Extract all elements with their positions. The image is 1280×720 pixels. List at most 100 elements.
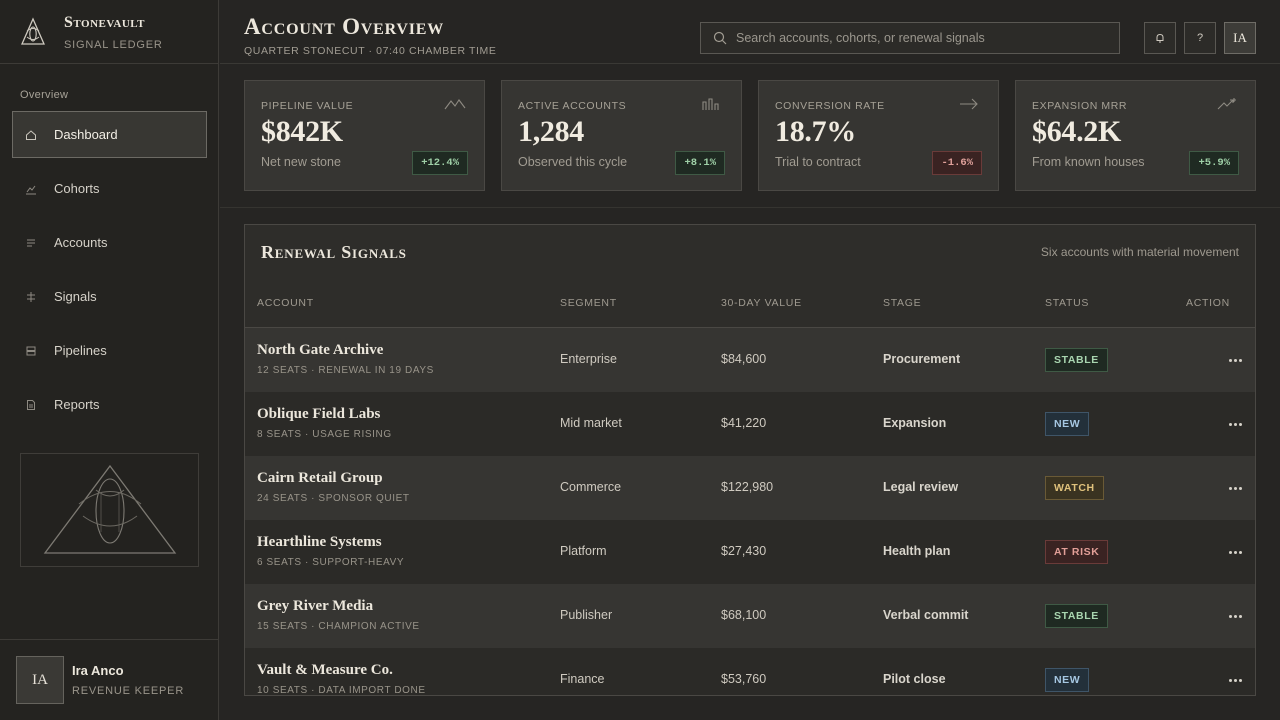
brand-subtitle: SIGNAL LEDGER: [64, 39, 163, 51]
status-badge: STABLE: [1045, 348, 1108, 372]
value-cell: $53,760: [721, 672, 767, 686]
growth-icon: [1217, 98, 1236, 110]
kpi-card-pipeline-value[interactable]: PIPELINE VALUE $842K Net new stone +12.4…: [244, 80, 485, 191]
user-name: Ira Anco: [72, 663, 124, 678]
brand-name: Stonevault: [64, 14, 145, 31]
account-meta: 10 SEATS · DATA IMPORT DONE: [257, 685, 426, 696]
account-name[interactable]: Oblique Field Labs: [257, 406, 381, 422]
account-meta: 8 SEATS · USAGE RISING: [257, 429, 392, 440]
value-cell: $84,600: [721, 352, 767, 366]
stage-cell: Procurement: [883, 352, 961, 366]
sidebar-item-label: Reports: [54, 397, 100, 412]
table-row[interactable]: Grey River Media 15 SEATS · CHAMPION ACT…: [245, 584, 1255, 648]
sidebar-item-accounts[interactable]: Accounts: [12, 219, 207, 266]
nav-section-label: Overview: [20, 89, 69, 101]
table-row[interactable]: Cairn Retail Group 24 SEATS · SPONSOR QU…: [245, 456, 1255, 520]
account-name[interactable]: Vault & Measure Co.: [257, 662, 393, 678]
column-header-value[interactable]: 30-DAY VALUE: [721, 297, 802, 309]
document-icon: [25, 399, 37, 411]
more-actions-button[interactable]: [1227, 672, 1243, 688]
account-name[interactable]: North Gate Archive: [257, 342, 384, 358]
stage-cell: Verbal commit: [883, 608, 969, 622]
brand: Stonevault SIGNAL LEDGER: [0, 0, 218, 64]
more-actions-button[interactable]: [1227, 608, 1243, 624]
column-header-account[interactable]: ACCOUNT: [257, 297, 314, 309]
segment-cell: Commerce: [560, 480, 622, 494]
status-badge: NEW: [1045, 668, 1090, 692]
status-badge: WATCH: [1045, 476, 1104, 500]
table-row[interactable]: North Gate Archive 12 SEATS · RENEWAL IN…: [245, 328, 1255, 392]
renewal-signals-panel: Renewal Signals Six accounts with materi…: [244, 224, 1256, 696]
more-actions-button[interactable]: [1227, 544, 1243, 560]
account-name[interactable]: Hearthline Systems: [257, 534, 382, 550]
sidebar-item-label: Cohorts: [54, 181, 100, 196]
stage-cell: Expansion: [883, 416, 947, 430]
help-button[interactable]: ?: [1184, 22, 1216, 54]
stage-cell: Pilot close: [883, 672, 946, 686]
kpi-label: ACTIVE ACCOUNTS: [518, 100, 627, 112]
segment-cell: Finance: [560, 672, 605, 686]
kpi-card-active-accounts[interactable]: ACTIVE ACCOUNTS 1,284 Observed this cycl…: [501, 80, 742, 191]
list-icon: [25, 237, 37, 249]
search-input[interactable]: [736, 31, 1106, 45]
search-icon: [713, 31, 727, 45]
user-role: REVENUE KEEPER: [72, 685, 185, 697]
table-row[interactable]: Hearthline Systems 6 SEATS · SUPPORT-HEA…: [245, 520, 1255, 584]
account-name[interactable]: Cairn Retail Group: [257, 470, 383, 486]
header-avatar-button[interactable]: IA: [1224, 22, 1256, 54]
account-meta: 24 SEATS · SPONSOR QUIET: [257, 493, 410, 504]
stage-cell: Legal review: [883, 480, 959, 494]
status-badge: NEW: [1045, 412, 1090, 436]
trend-icon: [25, 183, 37, 195]
header: Account Overview QUARTER STONECUT · 07:4…: [220, 0, 1280, 64]
sidebar-item-cohorts[interactable]: Cohorts: [12, 165, 207, 212]
search-box[interactable]: [700, 22, 1120, 54]
account-name[interactable]: Grey River Media: [257, 598, 374, 614]
value-cell: $27,430: [721, 544, 767, 558]
column-header-stage[interactable]: STAGE: [883, 297, 922, 309]
kpi-delta-badge: -1.6%: [932, 151, 982, 175]
kpi-value: 1,284: [518, 115, 585, 148]
kpi-cards: PIPELINE VALUE $842K Net new stone +12.4…: [244, 80, 1256, 191]
help-icon: ?: [1196, 32, 1204, 44]
sidebar-item-dashboard[interactable]: Dashboard: [12, 111, 207, 158]
more-actions-button[interactable]: [1227, 480, 1243, 496]
notifications-button[interactable]: [1144, 22, 1176, 54]
sidebar: Stonevault SIGNAL LEDGER Overview Dashbo…: [0, 0, 219, 720]
segment-cell: Publisher: [560, 608, 613, 622]
sidebar-item-signals[interactable]: Signals: [12, 273, 207, 320]
kpi-card-expansion-mrr[interactable]: EXPANSION MRR $64.2K From known houses +…: [1015, 80, 1256, 191]
sidebar-item-pipelines[interactable]: Pipelines: [12, 327, 207, 374]
kpi-delta-badge: +5.9%: [1189, 151, 1239, 175]
segment-cell: Mid market: [560, 416, 622, 430]
sidebar-item-label: Pipelines: [54, 343, 107, 358]
account-meta: 6 SEATS · SUPPORT-HEAVY: [257, 557, 405, 568]
status-badge: AT RISK: [1045, 540, 1109, 564]
value-cell: $122,980: [721, 480, 774, 494]
column-header-action: ACTION: [1186, 297, 1230, 309]
table-header: ACCOUNT SEGMENT 30-DAY VALUE STAGE STATU…: [245, 283, 1255, 328]
more-actions-button[interactable]: [1227, 352, 1243, 368]
user-profile[interactable]: IA Ira Anco REVENUE KEEPER: [0, 639, 219, 720]
kpi-subtext: Net new stone: [261, 155, 341, 169]
page-title: Account Overview: [244, 14, 445, 39]
panel-title: Renewal Signals: [261, 242, 407, 262]
kpi-label: PIPELINE VALUE: [261, 100, 354, 112]
kpi-label: EXPANSION MRR: [1032, 100, 1128, 112]
column-header-segment[interactable]: SEGMENT: [560, 297, 617, 309]
sidebar-item-reports[interactable]: Reports: [12, 381, 207, 428]
table-row[interactable]: Oblique Field Labs 8 SEATS · USAGE RISIN…: [245, 392, 1255, 456]
avatar: IA: [16, 656, 64, 704]
kpi-subtext: From known houses: [1032, 155, 1145, 169]
section-divider: [220, 207, 1280, 208]
stack-icon: [25, 345, 37, 357]
table-row[interactable]: Vault & Measure Co. 10 SEATS · DATA IMPO…: [245, 648, 1255, 696]
kpi-delta-badge: +8.1%: [675, 151, 725, 175]
column-header-status[interactable]: STATUS: [1045, 297, 1090, 309]
bell-icon: [1156, 33, 1164, 43]
arrow-right-icon: [960, 98, 978, 110]
kpi-card-conversion-rate[interactable]: CONVERSION RATE 18.7% Trial to contract …: [758, 80, 999, 191]
more-actions-button[interactable]: [1227, 416, 1243, 432]
kpi-delta-badge: +12.4%: [412, 151, 468, 175]
segment-cell: Platform: [560, 544, 607, 558]
